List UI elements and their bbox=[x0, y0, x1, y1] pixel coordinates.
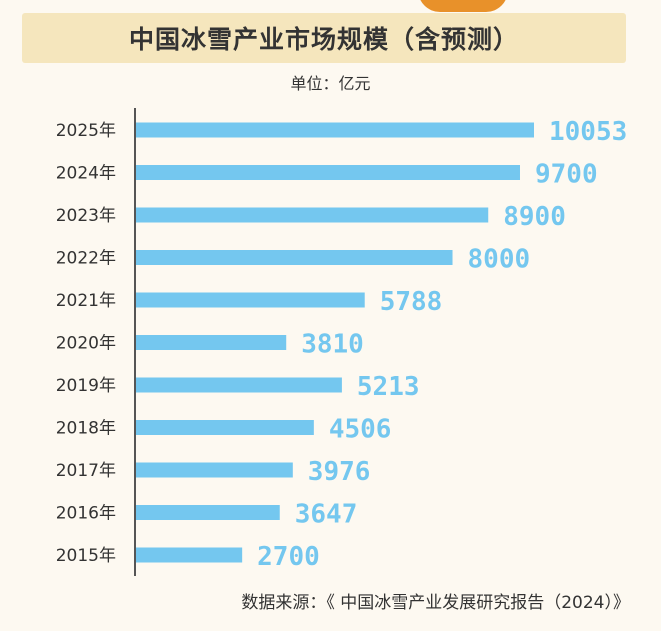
y-tick-label: 2024年 bbox=[56, 164, 116, 184]
unit-label: 单位：亿元 bbox=[290, 74, 371, 93]
data-label: 4506 bbox=[329, 415, 392, 445]
data-label: 2700 bbox=[257, 542, 320, 572]
y-tick-label: 2016年 bbox=[56, 504, 116, 524]
bar bbox=[136, 250, 453, 265]
y-tick-label: 2018年 bbox=[56, 419, 116, 439]
data-label: 5788 bbox=[380, 287, 443, 317]
y-tick-label: 2025年 bbox=[56, 121, 116, 141]
bar bbox=[136, 505, 280, 520]
title-banner: 中国冰雪产业市场规模（含预测） bbox=[22, 13, 626, 63]
data-label: 3976 bbox=[308, 457, 371, 487]
data-label: 8900 bbox=[503, 202, 566, 232]
bar bbox=[136, 165, 520, 180]
data-label: 3647 bbox=[295, 500, 358, 530]
bar bbox=[136, 462, 293, 478]
data-label: 5213 bbox=[357, 372, 420, 402]
bar bbox=[136, 292, 365, 308]
y-tick-label: 2020年 bbox=[56, 334, 116, 354]
y-tick-label: 2017年 bbox=[56, 461, 116, 481]
data-label: 9700 bbox=[535, 160, 598, 190]
source-note: 数据来源：《 中国冰雪产业发展研究报告（2024）》 bbox=[241, 593, 630, 613]
bar bbox=[136, 420, 314, 435]
y-tick-label: 2022年 bbox=[56, 249, 116, 269]
chart-title: 中国冰雪产业市场规模（含预测） bbox=[128, 25, 519, 54]
data-label: 3810 bbox=[301, 330, 364, 360]
bar bbox=[136, 207, 489, 223]
data-label: 8000 bbox=[468, 245, 531, 275]
bar bbox=[136, 547, 243, 563]
bar bbox=[136, 377, 342, 393]
bar bbox=[136, 335, 287, 350]
bar bbox=[136, 122, 534, 138]
decorative-shape bbox=[418, 0, 508, 12]
y-tick-label: 2021年 bbox=[56, 291, 116, 311]
data-label: 10053 bbox=[549, 117, 627, 147]
y-tick-label: 2015年 bbox=[56, 546, 116, 566]
y-tick-label: 2019年 bbox=[56, 376, 116, 396]
y-tick-label: 2023年 bbox=[56, 206, 116, 226]
